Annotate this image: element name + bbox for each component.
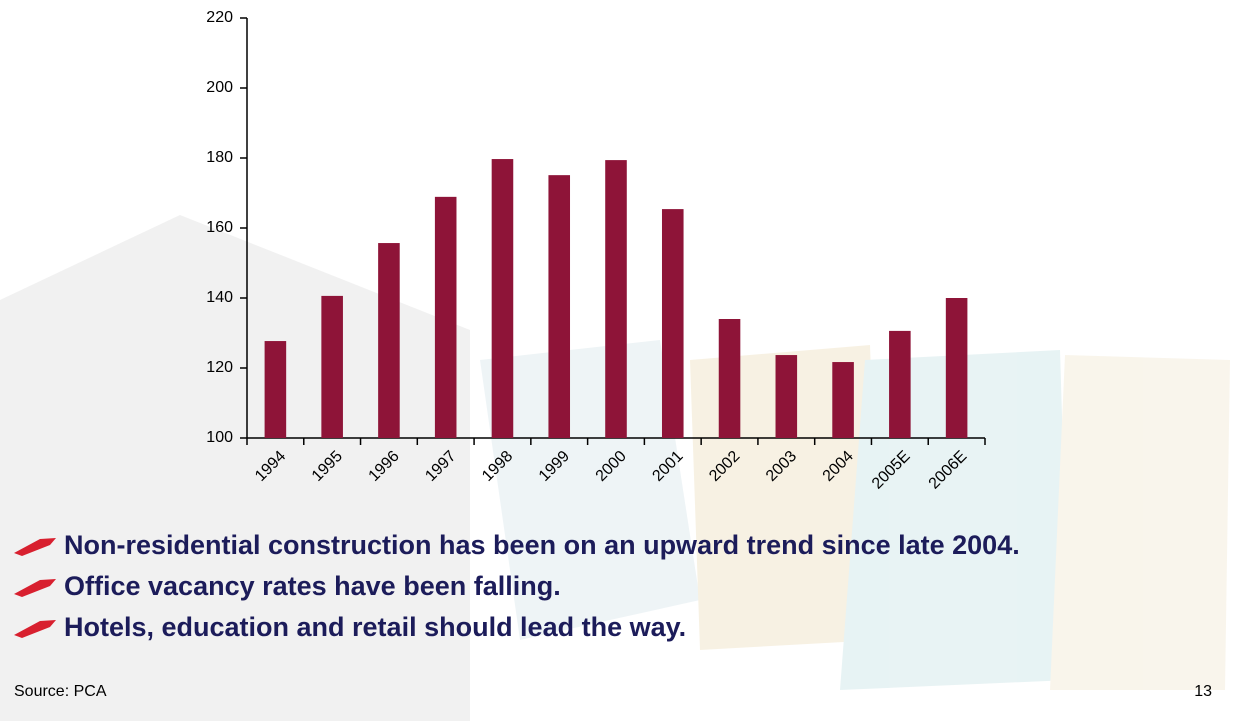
y-tick-label: 200 — [206, 79, 233, 96]
bar — [548, 175, 571, 438]
bar — [264, 341, 287, 438]
y-tick-label: 100 — [206, 429, 233, 446]
page-number: 13 — [1194, 683, 1212, 700]
bullet-arrow — [14, 579, 56, 597]
bar — [945, 298, 968, 438]
bar — [775, 355, 798, 438]
bar — [718, 319, 741, 438]
y-tick-label: 220 — [206, 9, 233, 26]
bar — [378, 243, 400, 438]
bullet-text: Office vacancy rates have been falling. — [64, 571, 561, 601]
bar — [661, 209, 684, 438]
bar — [832, 362, 854, 438]
bullet-text: Non-residential construction has been on… — [64, 530, 1020, 560]
source: Source: PCA — [14, 683, 107, 700]
bullet-arrow — [14, 538, 56, 556]
bar — [491, 159, 514, 439]
y-tick-label: 120 — [206, 359, 233, 376]
y-tick-label: 140 — [206, 289, 233, 306]
bullet-arrow — [14, 620, 56, 638]
y-tick-label: 160 — [206, 219, 233, 236]
bar — [889, 330, 911, 438]
bullet-text: Hotels, education and retail should lead… — [64, 612, 686, 642]
bar — [321, 295, 343, 438]
bar — [605, 160, 627, 438]
bar — [434, 196, 457, 438]
y-tick-label: 180 — [206, 149, 233, 166]
